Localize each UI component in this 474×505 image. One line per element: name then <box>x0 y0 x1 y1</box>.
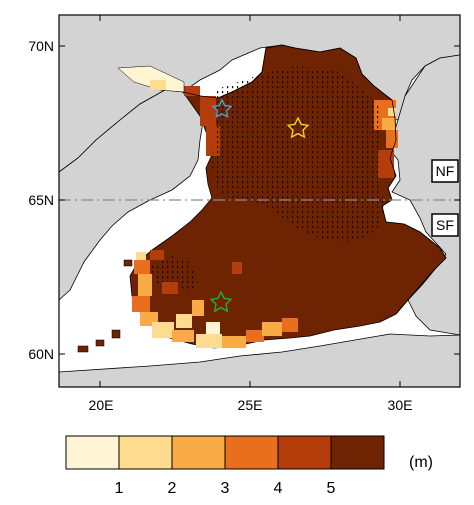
map-frame <box>58 14 461 388</box>
lat-tick-65n: 65N <box>28 192 54 208</box>
colorbar-tick-label: 3 <box>221 480 230 497</box>
islands <box>77 259 133 353</box>
colorbar-unit: (m) <box>409 454 433 471</box>
colorbar-tick-label: 4 <box>274 480 283 497</box>
colorbar-tick-label: 5 <box>327 480 336 497</box>
colorbar-swatch <box>330 435 385 470</box>
finland-border <box>182 44 447 315</box>
lon-tick-20e: 20E <box>89 397 114 413</box>
nf-label: NF <box>436 163 455 179</box>
lon-tick-30e: 30E <box>388 397 413 413</box>
colorbar-swatch <box>118 435 173 470</box>
green-star-icon <box>209 290 233 313</box>
colorbar-swatch <box>171 435 226 470</box>
sweden-land <box>59 89 206 301</box>
cyan-star-icon <box>211 98 233 119</box>
stipple-north <box>212 66 384 242</box>
lat-tick-70n: 70N <box>28 38 54 54</box>
nf-label-box <box>431 159 459 183</box>
colorbar-swatch <box>277 435 332 470</box>
yellow-star-icon <box>286 116 310 139</box>
colorbar-swatch <box>224 435 279 470</box>
colorbar-swatch <box>65 435 120 470</box>
estonia-land <box>59 333 460 387</box>
colorbar-tick-label: 1 <box>115 480 124 497</box>
sf-label: SF <box>436 217 454 233</box>
lon-tick-25e: 25E <box>238 397 263 413</box>
shade-blocks-south <box>132 250 298 348</box>
lon-ticks <box>99 15 401 387</box>
lat-ticks <box>59 45 460 355</box>
colorbar: 1 2 3 4 5 <box>65 435 385 497</box>
lat-tick-60n: 60N <box>28 346 54 362</box>
sf-label-box <box>431 213 459 237</box>
colorbar-tick-label: 2 <box>168 480 177 497</box>
